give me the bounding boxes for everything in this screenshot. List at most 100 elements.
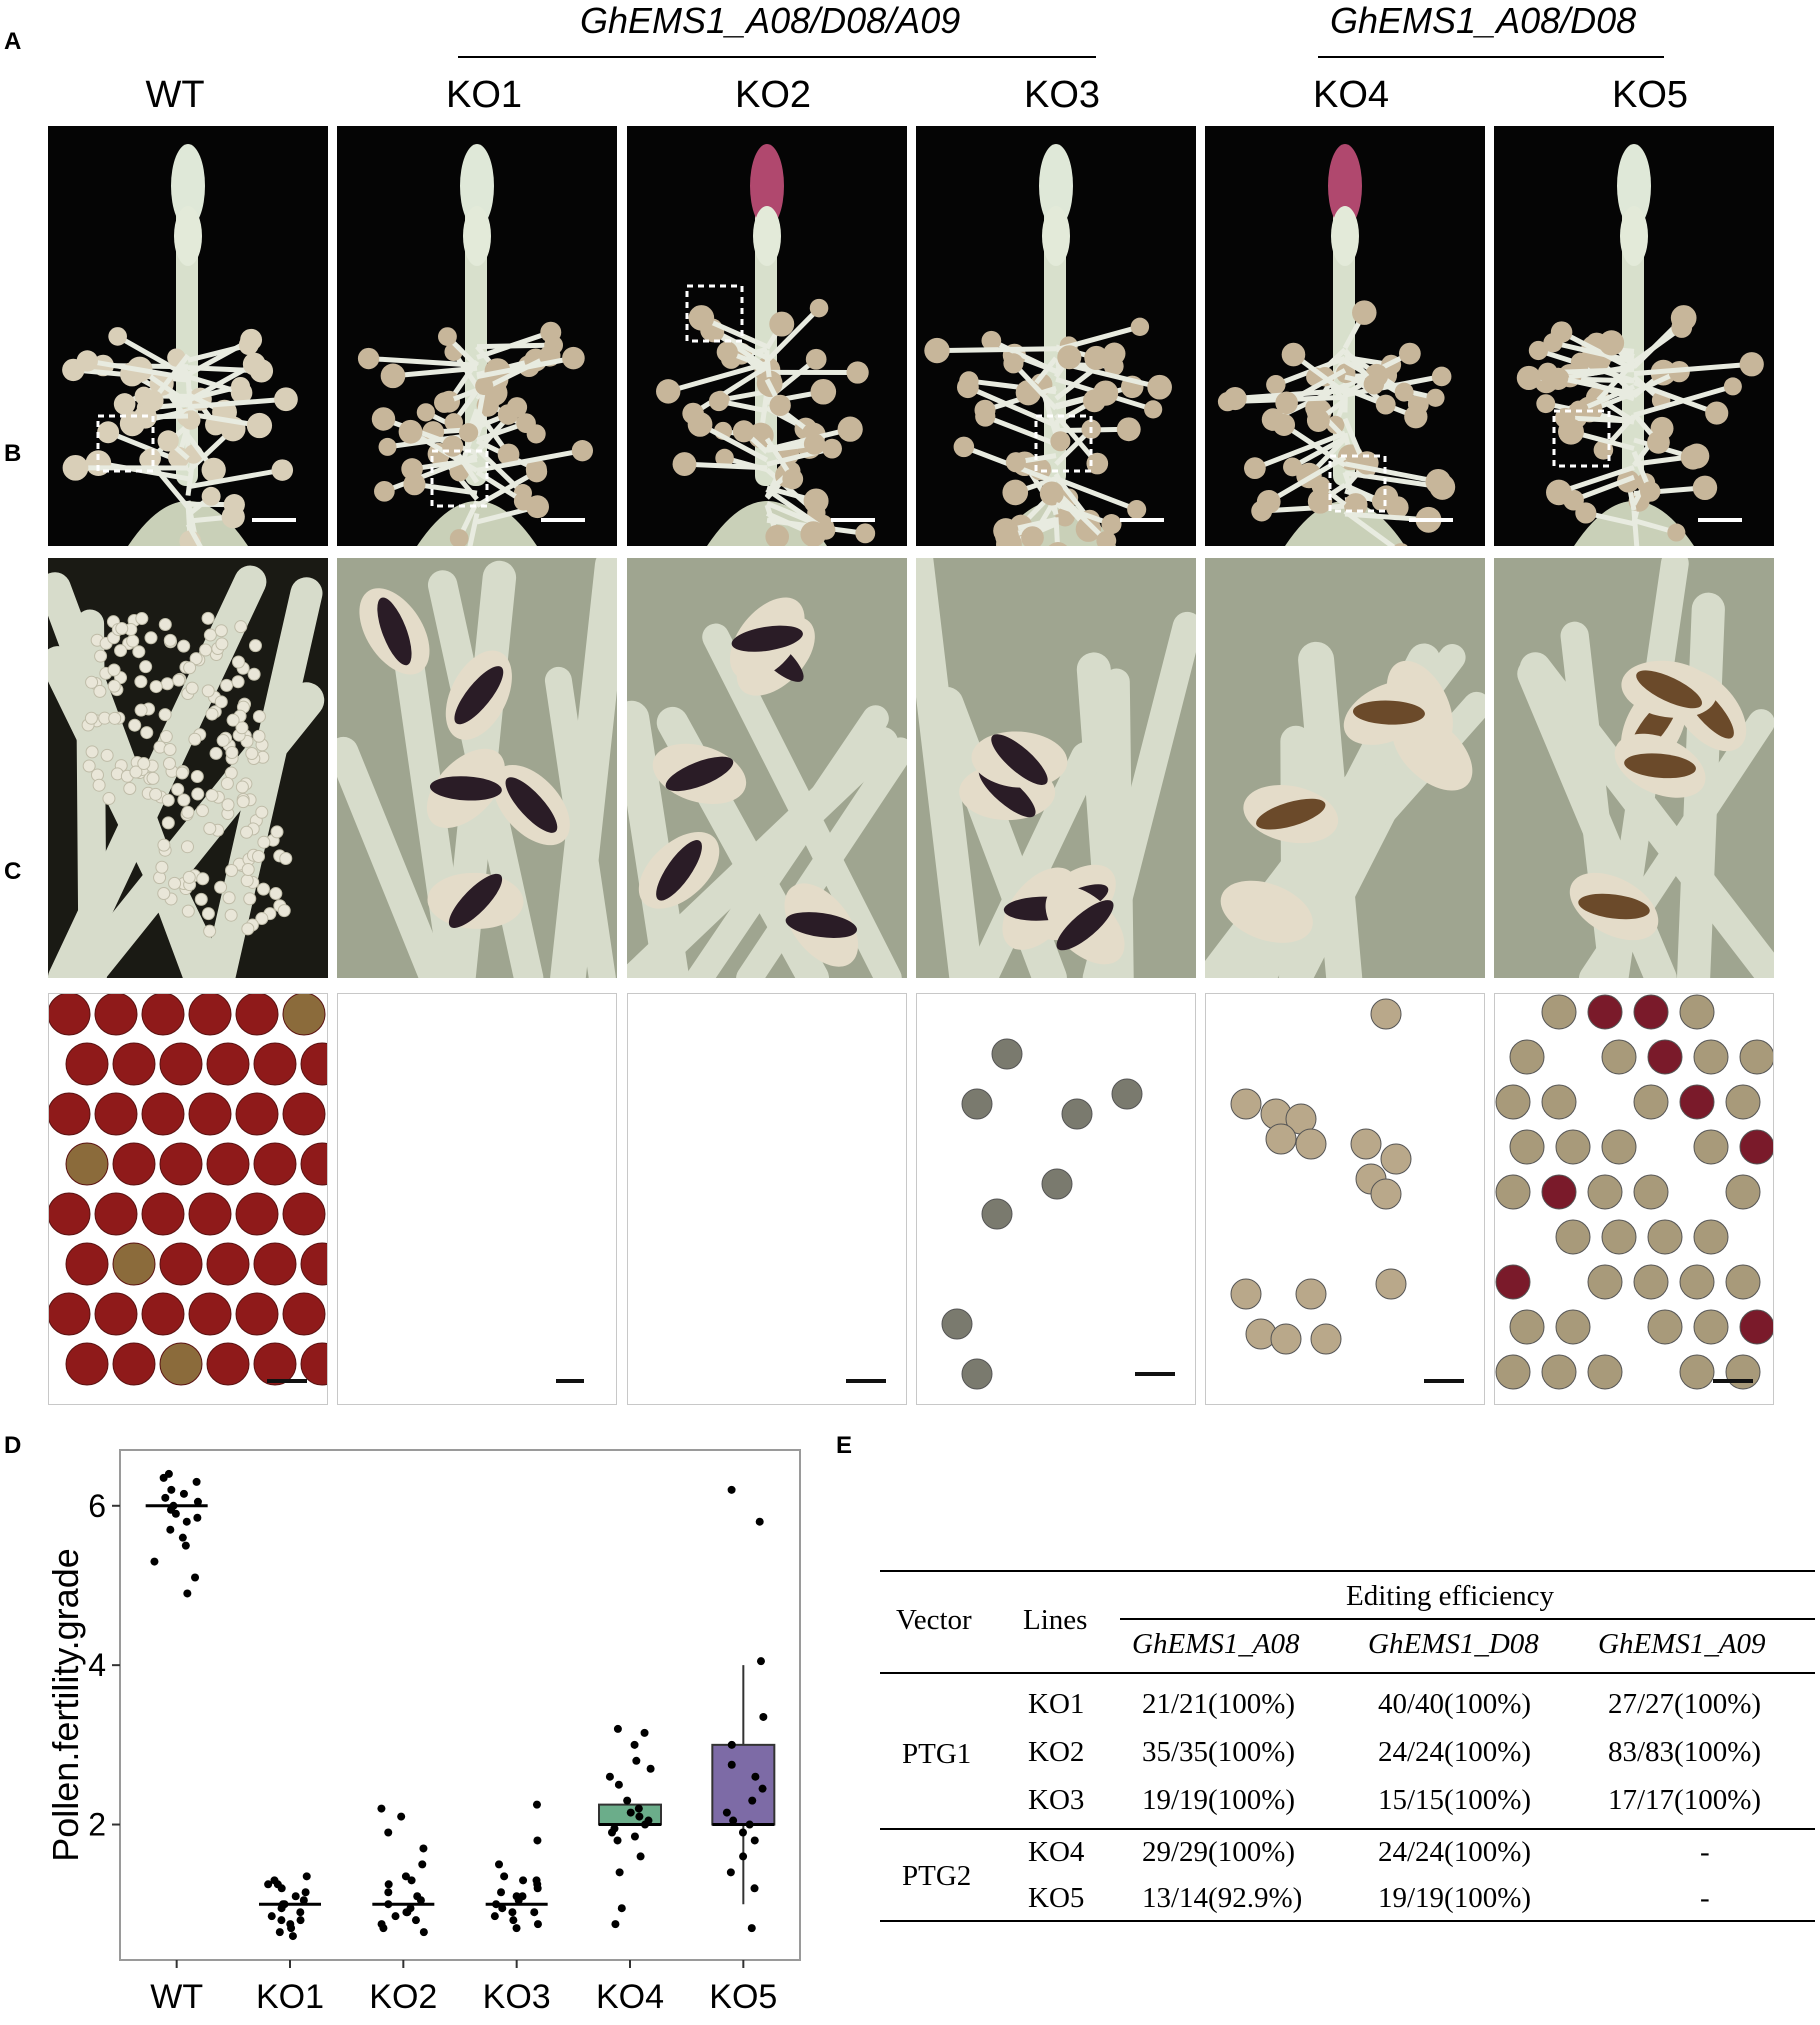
data-point [495,1860,504,1869]
editing-efficiency-table: Vector Lines Editing efficiency GhEMS1_A… [880,1560,1815,1922]
data-point [193,1497,202,1506]
data-point [181,1541,190,1550]
data-point [635,1812,644,1821]
data-point [407,1876,416,1885]
data-point [613,1836,622,1845]
data-point [641,1820,650,1829]
data-point [615,1868,624,1877]
data-point [512,1924,521,1933]
data-point [296,1916,305,1925]
table-line: KO5 [1028,1882,1085,1914]
table-cell: 19/19(100%) [1142,1784,1296,1816]
data-point [518,1892,527,1901]
column-label-wt: WT [145,74,205,116]
data-point [267,1912,276,1921]
table-header-editing: Editing efficiency [1346,1580,1555,1612]
anther-closeup-wt [48,558,328,978]
column-label-ko3: KO3 [1023,74,1101,116]
table-cell: 17/17(100%) [1608,1784,1762,1816]
data-point [178,1533,187,1542]
table-cell: 24/24(100%) [1378,1836,1532,1868]
panel-letter-a: A [4,28,22,55]
anther-closeup-ko1 [337,558,617,978]
data-point [722,1808,731,1817]
data-point [288,1932,297,1941]
data-point [630,1832,639,1841]
data-point [391,1912,400,1921]
table-cell: 15/15(100%) [1378,1784,1532,1816]
data-point [745,1820,754,1829]
flower-photo-wt [48,126,328,546]
data-point [608,1828,617,1837]
data-point [277,1916,286,1925]
data-point [161,1493,170,1502]
data-point [613,1724,622,1733]
anther-closeup-ko4 [1205,558,1485,978]
data-point [519,1876,528,1885]
panel-letter-c: C [4,858,22,885]
column-label-ko2: KO2 [734,74,812,116]
data-point [632,1756,641,1765]
table-cell: - [1700,1882,1710,1914]
data-point [384,1900,393,1909]
data-point [275,1928,284,1937]
data-point [756,1657,765,1666]
data-point [500,1872,509,1881]
data-point [738,1828,747,1837]
scale-bar [1135,1372,1175,1376]
pollen-stain-ko1 [337,993,617,1405]
scale-bar [556,1379,584,1383]
data-point [726,1868,735,1877]
data-point [533,1920,542,1929]
data-point [264,1880,273,1889]
table-header-gene-a09: GhEMS1_A09 [1598,1628,1766,1660]
data-point [636,1852,645,1861]
pollen-stain-ko2 [627,993,907,1405]
data-point [611,1920,620,1929]
data-point [509,1916,518,1925]
table-header-rule [880,1672,1815,1674]
data-point [413,1892,422,1901]
x-tick-label: WT [150,1978,203,2016]
scale-bar [267,1379,307,1383]
data-point [617,1904,626,1913]
data-point [755,1517,764,1526]
data-point [626,1808,635,1817]
flower-photo-ko1 [337,126,617,546]
data-point [727,1485,736,1494]
data-point [397,1812,406,1821]
table-vector-ptg2: PTG2 [902,1860,972,1892]
data-point [630,1740,639,1749]
data-point [403,1908,412,1917]
data-point [384,1888,393,1897]
pollen-stain-ko5 [1494,993,1774,1405]
table-header-vector: Vector [896,1604,972,1636]
data-point [191,1573,200,1582]
table-line: KO2 [1028,1736,1085,1768]
data-point [166,1525,175,1534]
anther-closeup-ko3 [916,558,1196,978]
scale-bar [541,518,585,522]
data-point [498,1904,507,1913]
data-point [729,1816,738,1825]
scale-bar [252,518,296,522]
data-point [179,1489,188,1498]
data-point [384,1880,393,1889]
data-point [758,1784,767,1793]
genotype-double-line [1318,56,1664,58]
data-point [497,1888,506,1897]
x-tick-label: KO1 [256,1978,324,2016]
data-point [167,1485,176,1494]
table-top-rule [880,1570,1815,1572]
data-point [401,1872,410,1881]
table-header-gene-d08: GhEMS1_D08 [1368,1628,1539,1660]
x-tick-label: KO4 [596,1978,664,2016]
box-KO5 [711,1743,776,1826]
pollen-stain-ko4 [1205,993,1485,1405]
y-tick-label: 2 [88,1807,106,1843]
genotype-triple-line [458,56,1096,58]
data-point [418,1860,427,1869]
data-point [192,1477,201,1486]
data-point [302,1872,311,1881]
data-point [530,1908,539,1917]
